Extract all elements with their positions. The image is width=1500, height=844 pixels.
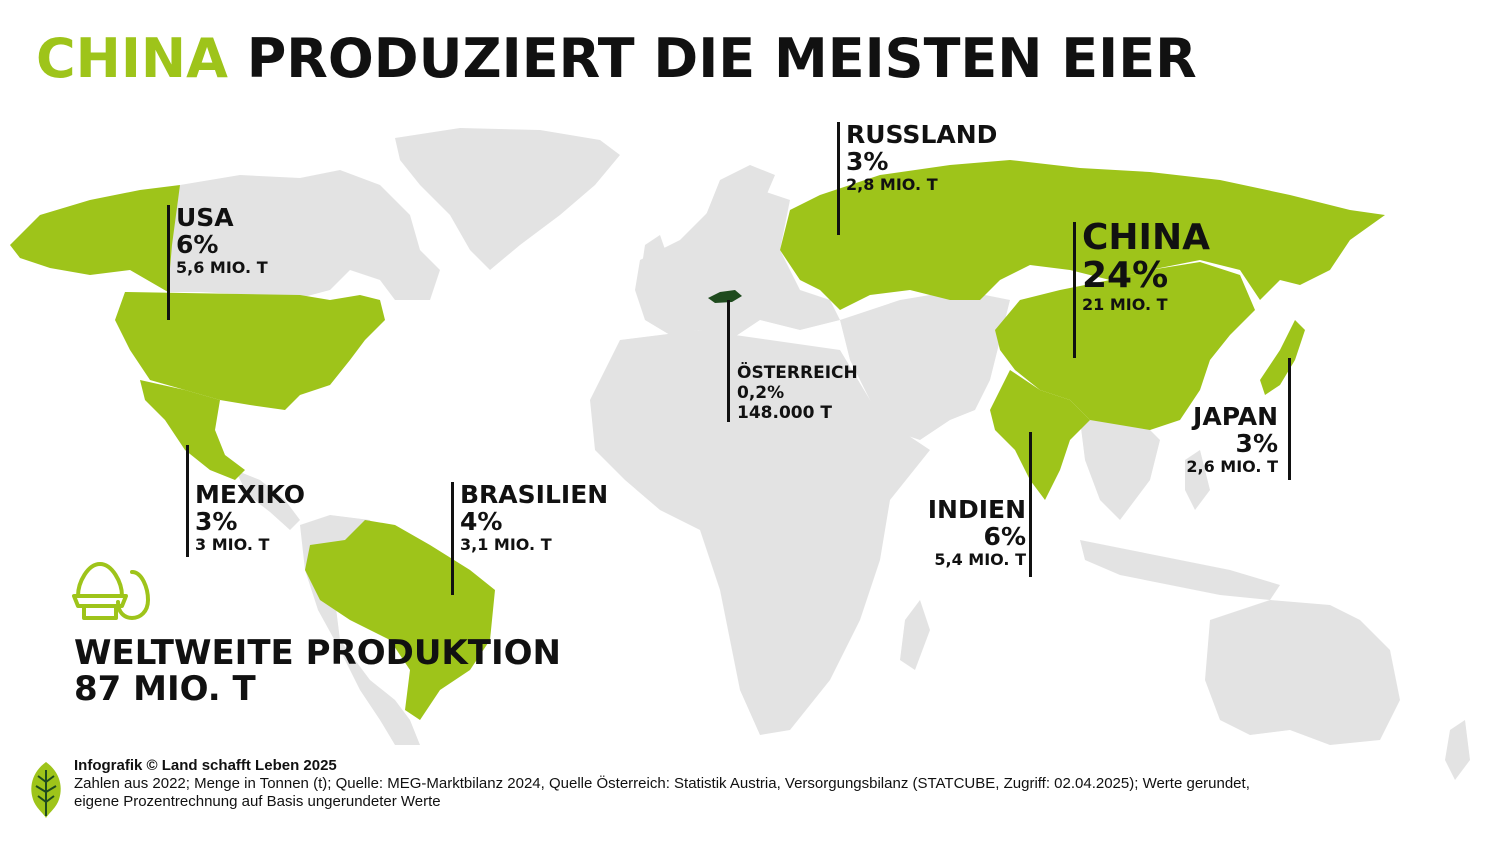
- brazil-shape: [305, 520, 495, 720]
- oesterreich-leader-line: [727, 300, 730, 422]
- mexiko-name: MEXIKO: [195, 480, 306, 509]
- world-production-amount: 87 MIO. T: [74, 668, 256, 709]
- canada-shape: [168, 170, 440, 300]
- austria-shape: [708, 290, 742, 303]
- oesterreich-name: ÖSTERREICH: [737, 363, 858, 383]
- label-usa: USA 6% 5,6 MIO. T: [176, 205, 268, 276]
- usa-shape: [115, 292, 385, 410]
- footer: Infografik © Land schafft Leben 2025 Zah…: [74, 757, 1250, 811]
- label-brasilien: BRASILIEN 4% 3,1 MIO. T: [460, 482, 608, 553]
- indien-name: INDIEN: [927, 495, 1026, 524]
- china-amount: 21 MIO. T: [1082, 295, 1168, 314]
- china-name: CHINA: [1082, 217, 1210, 258]
- indien-amount: 5,4 MIO. T: [934, 550, 1026, 569]
- russland-amount: 2,8 MIO. T: [846, 175, 938, 194]
- indien-share: 6%: [983, 522, 1026, 551]
- china-leader-line: [1073, 222, 1076, 358]
- philippines-shape: [1185, 450, 1210, 510]
- mexico-shape: [140, 380, 245, 480]
- indonesia-shape: [1080, 540, 1280, 600]
- title-rest: PRODUZIERT DIE MEISTEN EIER: [227, 27, 1197, 90]
- leaf-logo-icon: [31, 762, 61, 818]
- usa-name: USA: [176, 203, 234, 232]
- australia-shape: [1205, 600, 1400, 745]
- label-china: CHINA 24% 21 MIO. T: [1082, 220, 1210, 313]
- usa-amount: 5,6 MIO. T: [176, 258, 268, 277]
- land-grey: [168, 128, 1470, 780]
- russland-leader-line: [837, 122, 840, 235]
- footer-credit: Infografik © Land schafft Leben 2025: [74, 757, 337, 774]
- russland-name: RUSSLAND: [846, 120, 998, 149]
- africa-shape: [590, 330, 930, 735]
- uk-shape: [642, 235, 668, 275]
- world-production-label: WELTWEITE PRODUKTION: [74, 633, 561, 673]
- india-shape: [990, 370, 1090, 500]
- new-zealand-shape: [1445, 720, 1470, 780]
- china-shape: [995, 262, 1255, 430]
- brasilien-amount: 3,1 MIO. T: [460, 535, 552, 554]
- japan-share: 3%: [1235, 429, 1278, 458]
- mexiko-share: 3%: [195, 507, 238, 536]
- page-title: CHINA PRODUZIERT DIE MEISTEN EIER: [36, 32, 1197, 86]
- oesterreich-share: 0,2%: [737, 383, 785, 403]
- oesterreich-amount: 148.000 T: [737, 403, 832, 423]
- china-share: 24%: [1082, 255, 1169, 296]
- label-indien: INDIEN 6% 5,4 MIO. T: [928, 497, 1026, 568]
- footer-note: eigene Prozentrechnung auf Basis ungerun…: [74, 793, 441, 810]
- southeast-asia-shape: [1080, 410, 1160, 520]
- brasilien-name: BRASILIEN: [460, 480, 609, 509]
- brasilien-leader-line: [451, 482, 454, 595]
- label-mexiko: MEXIKO 3% 3 MIO. T: [195, 482, 305, 553]
- mexiko-amount: 3 MIO. T: [195, 535, 270, 554]
- indien-leader-line: [1029, 432, 1032, 577]
- label-russland: RUSSLAND 3% 2,8 MIO. T: [846, 122, 997, 193]
- label-japan: JAPAN 3% 2,6 MIO. T: [1186, 404, 1278, 475]
- mexiko-leader-line: [186, 445, 189, 557]
- brasilien-share: 4%: [460, 507, 503, 536]
- japan-amount: 2,6 MIO. T: [1186, 457, 1278, 476]
- russia-shape: [780, 160, 1385, 310]
- japan-shape: [1260, 320, 1305, 395]
- egg-cup-icon: [72, 562, 150, 620]
- russland-share: 3%: [846, 147, 889, 176]
- title-highlight: CHINA: [36, 27, 228, 90]
- footer-source: Zahlen aus 2022; Menge in Tonnen (t); Qu…: [74, 775, 1250, 792]
- land-highlight: [10, 160, 1385, 720]
- usa-leader-line: [167, 205, 170, 320]
- madagascar-shape: [900, 600, 930, 670]
- label-oesterreich: ÖSTERREICH 0,2% 148.000 T: [737, 362, 858, 422]
- alaska-shape: [10, 185, 180, 292]
- europe-shape: [635, 190, 840, 340]
- world-production: WELTWEITE PRODUKTION 87 MIO. T: [74, 633, 561, 709]
- scandinavia-shape: [700, 165, 775, 250]
- central-america-shape: [235, 470, 300, 530]
- greenland-shape: [395, 128, 620, 270]
- japan-name: JAPAN: [1193, 402, 1278, 431]
- japan-leader-line: [1288, 358, 1291, 480]
- usa-share: 6%: [176, 230, 219, 259]
- middle-east-shape: [840, 290, 1010, 440]
